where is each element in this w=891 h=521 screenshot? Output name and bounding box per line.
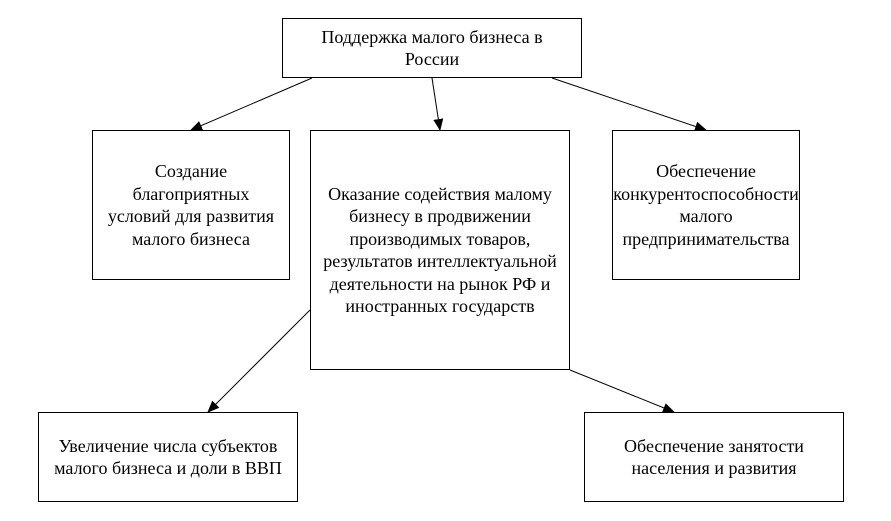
node-promotion: Оказание содействия малому бизнесу в про… xyxy=(310,130,570,370)
node-competitiveness: Обеспечение конкурентоспособности малого… xyxy=(612,130,800,280)
node-increase-label: Увеличение числа субъектов малого бизнес… xyxy=(49,435,287,480)
node-root-label: Поддержка малого бизнеса в России xyxy=(293,26,571,71)
node-conditions: Создание благоприятных условий для разви… xyxy=(92,130,290,280)
node-employment-label: Обеспечение занятости населения и развит… xyxy=(595,435,833,480)
node-root: Поддержка малого бизнеса в России xyxy=(282,18,582,78)
edge-root-to-competitiveness xyxy=(552,78,706,130)
node-increase: Увеличение числа субъектов малого бизнес… xyxy=(38,412,298,502)
node-competitiveness-label: Обеспечение конкурентоспособности малого… xyxy=(613,160,798,250)
node-conditions-label: Создание благоприятных условий для разви… xyxy=(103,160,279,250)
diagram-canvas: Поддержка малого бизнеса в России Создан… xyxy=(0,0,891,521)
node-promotion-label: Оказание содействия малому бизнесу в про… xyxy=(321,183,559,318)
edge-promotion-to-increase xyxy=(208,310,310,412)
node-employment: Обеспечение занятости населения и развит… xyxy=(584,412,844,502)
edge-root-to-promotion xyxy=(432,78,440,130)
edge-root-to-conditions xyxy=(191,78,312,130)
edge-promotion-to-employment xyxy=(570,370,674,412)
